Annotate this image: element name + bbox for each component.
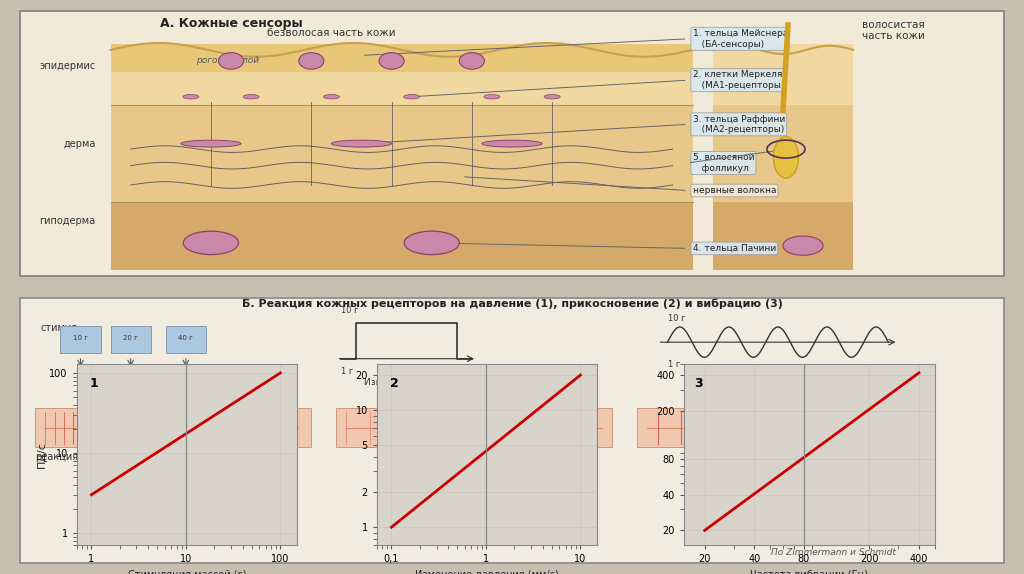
Bar [713, 44, 853, 105]
Text: 2: 2 [390, 377, 398, 390]
Y-axis label: ПД/с: ПД/с [37, 441, 47, 468]
Bar [111, 105, 692, 201]
Text: 1. тельца Мейснера
   (БА-сенсоры): 1. тельца Мейснера (БА-сенсоры) [692, 29, 787, 49]
X-axis label: Изменение давления (мм/с): Изменение давления (мм/с) [415, 570, 559, 574]
Text: По Zimmermann и Schmidt: По Zimmermann и Schmidt [771, 548, 896, 557]
Circle shape [544, 95, 560, 99]
Circle shape [183, 95, 199, 99]
Text: волосистая
часть кожи: волосистая часть кожи [862, 20, 925, 41]
Text: стимул:: стимул: [40, 323, 81, 333]
Text: 3. тельца Раффини
   (МА2-рецепторы): 3. тельца Раффини (МА2-рецепторы) [692, 115, 784, 134]
Circle shape [403, 95, 420, 99]
Text: 1 г: 1 г [341, 367, 353, 376]
Text: 10 г: 10 г [668, 314, 685, 323]
Ellipse shape [783, 236, 823, 255]
X-axis label: Частота вибрации (Гц): Частота вибрации (Гц) [751, 570, 868, 574]
Text: 10 г: 10 г [341, 305, 358, 315]
Bar [111, 325, 151, 353]
Text: 4. тельца Пачини: 4. тельца Пачини [692, 244, 776, 253]
Text: Б. Реакция кожных рецепторов на давление (1), прикосновение (2) и вибрацию (3): Б. Реакция кожных рецепторов на давление… [242, 298, 782, 309]
Bar [111, 44, 692, 72]
Bar [713, 201, 853, 270]
Text: 20 г: 20 г [123, 335, 138, 341]
Bar [713, 105, 853, 201]
Bar [336, 408, 612, 447]
Text: реакция:: реакция: [35, 452, 82, 463]
Text: дерма: дерма [63, 138, 95, 149]
Text: 1 г: 1 г [668, 360, 680, 369]
Text: эпидермис: эпидермис [39, 61, 95, 71]
Ellipse shape [379, 53, 404, 69]
Ellipse shape [404, 231, 460, 255]
Text: нервные волокна: нервные волокна [692, 186, 776, 195]
Bar [637, 408, 913, 447]
Text: безволосая часть кожи: безволосая часть кожи [267, 28, 395, 38]
Ellipse shape [181, 140, 241, 147]
Bar [166, 325, 206, 353]
Ellipse shape [460, 53, 484, 69]
Text: Изменение скорости: Изменение скорости [733, 378, 833, 387]
Ellipse shape [218, 53, 244, 69]
Text: 40 г: 40 г [178, 335, 194, 341]
Bar [111, 201, 692, 270]
Text: 3: 3 [694, 377, 702, 390]
Text: потенциал действия (импульсы): потенциал действия (импульсы) [428, 452, 596, 463]
Text: гиподерма: гиподерма [39, 216, 95, 226]
Circle shape [484, 95, 500, 99]
Circle shape [243, 95, 259, 99]
Circle shape [324, 95, 339, 99]
Ellipse shape [299, 53, 324, 69]
Text: 2. клетки Меркеля
   (МА1-рецепторы): 2. клетки Меркеля (МА1-рецепторы) [692, 71, 784, 90]
Text: Изменение массы: Изменение массы [364, 378, 450, 387]
Text: роговой слой: роговой слой [196, 56, 259, 65]
Text: 1: 1 [90, 377, 98, 390]
X-axis label: Стимуляция массой (г): Стимуляция массой (г) [128, 570, 246, 574]
Ellipse shape [482, 140, 542, 147]
Text: А. Кожные сенсоры: А. Кожные сенсоры [160, 17, 302, 30]
Ellipse shape [332, 140, 391, 147]
Text: давление или масса: давление или масса [97, 365, 195, 374]
Text: 5. волосяной
   фолликул: 5. волосяной фолликул [692, 153, 754, 173]
Ellipse shape [183, 231, 239, 255]
Text: 10 г: 10 г [73, 335, 88, 341]
Bar [35, 408, 311, 447]
Bar [467, 412, 538, 444]
Bar [60, 325, 100, 353]
Bar [111, 61, 692, 105]
Ellipse shape [773, 137, 799, 178]
